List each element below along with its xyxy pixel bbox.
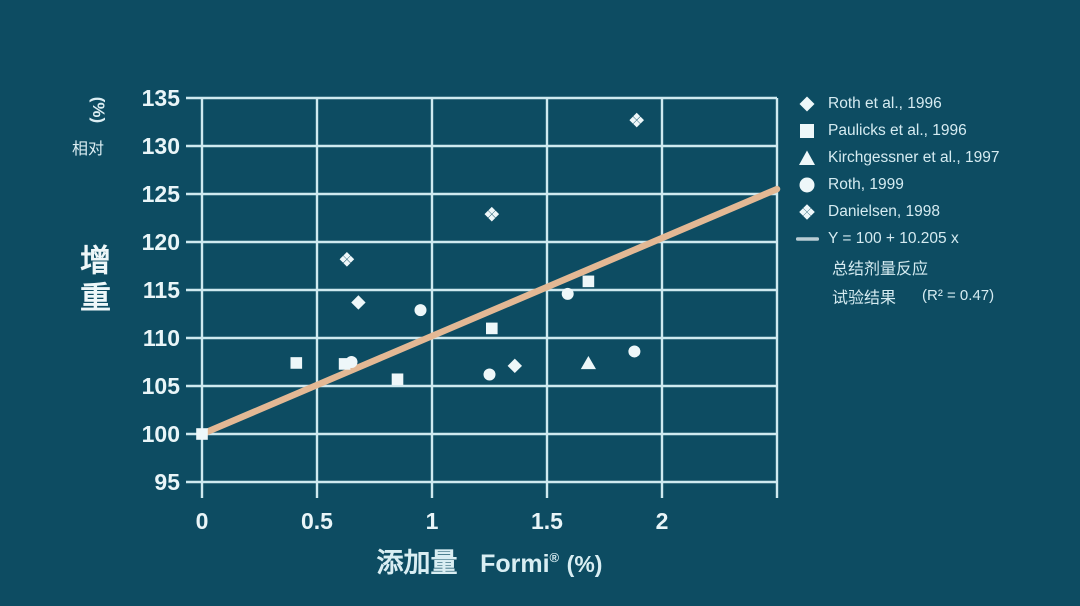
data-point-square	[338, 358, 351, 370]
x-axis-title: 添加量 Formi® (%)	[202, 541, 777, 580]
x-tick-label: 0	[196, 508, 209, 534]
legend-item: Danielsen, 1998	[796, 198, 1078, 225]
legend-label: Y = 100 + 10.205 x	[828, 229, 959, 247]
data-point-diamond	[351, 295, 366, 310]
data-point-open-diamond	[629, 112, 644, 128]
r-squared-value: (R² = 0.47)	[922, 287, 995, 304]
y-axis-title: 增重	[75, 244, 110, 318]
x-axis-title-prefix: 添加量	[376, 548, 458, 578]
legend-label: Roth et al., 1996	[828, 94, 942, 112]
data-point-circle	[628, 345, 641, 358]
data-point-circle	[561, 287, 574, 300]
line-marker-icon	[796, 230, 820, 248]
y-axis-sublabel: 相对	[71, 141, 104, 158]
x-tick-label: 1.5	[531, 508, 563, 534]
data-point-circle	[483, 368, 496, 381]
square-marker-icon	[796, 122, 820, 140]
data-point-circle	[414, 304, 427, 317]
data-point-square	[290, 357, 303, 369]
legend-item: Roth, 1999	[796, 171, 1078, 198]
legend-note-line1: 总结剂量反应	[832, 260, 929, 278]
y-tick-label: 115	[143, 277, 180, 303]
legend-item: Kirchgessner et al., 1997	[796, 144, 1078, 171]
chart-legend: Roth et al., 1996 Paulicks et al., 1996 Ki…	[796, 90, 1078, 310]
x-tick-label: 1	[426, 508, 439, 534]
data-point-square	[582, 275, 595, 288]
data-point-square	[391, 373, 404, 386]
triangle-marker-icon	[796, 149, 820, 167]
registered-trademark-icon: ®	[549, 550, 560, 565]
y-tick-label: 110	[143, 325, 180, 351]
y-tick-label: 130	[142, 133, 180, 159]
legend-label: Paulicks et al., 1996	[828, 121, 967, 139]
y-tick-label: 95	[154, 469, 180, 495]
legend-item: Y = 100 + 10.205 x	[796, 225, 1078, 252]
data-point-diamond	[507, 358, 522, 374]
x-tick-label: 2	[656, 508, 669, 534]
legend-item: Roth et al., 1996	[796, 90, 1078, 117]
data-point-square	[196, 428, 208, 440]
trend-line	[198, 185, 781, 438]
x-axis-unit: (%)	[566, 551, 603, 577]
data-point-circle	[345, 356, 358, 368]
circle-marker-icon	[796, 176, 820, 194]
legend-note-line2: 试验结果 (R² = 0.47)	[832, 287, 995, 307]
legend-label: Kirchgessner et al., 1997	[828, 148, 1000, 166]
y-tick-label: 105	[142, 373, 181, 399]
data-point-open-diamond	[339, 251, 355, 267]
legend-label: Danielsen, 1998	[828, 202, 941, 220]
legend-label: Roth, 1999	[828, 175, 904, 193]
data-point-square	[486, 322, 498, 335]
x-axis-brand-name: Formi	[480, 550, 550, 578]
y-tick-label: 135	[142, 85, 181, 111]
data-point-open-diamond	[484, 206, 500, 222]
legend-item: Paulicks et al., 1996	[796, 117, 1078, 144]
data-point-triangle	[580, 355, 596, 370]
y-tick-label: 120	[142, 229, 180, 255]
y-tick-label: 100	[142, 421, 180, 447]
x-tick-label: 0.5	[301, 508, 333, 534]
y-tick-label: 125	[142, 181, 181, 207]
y-axis-unit-label: (%)	[89, 96, 108, 124]
open-diamond-marker-icon	[796, 203, 820, 221]
diamond-marker-icon	[796, 95, 820, 113]
